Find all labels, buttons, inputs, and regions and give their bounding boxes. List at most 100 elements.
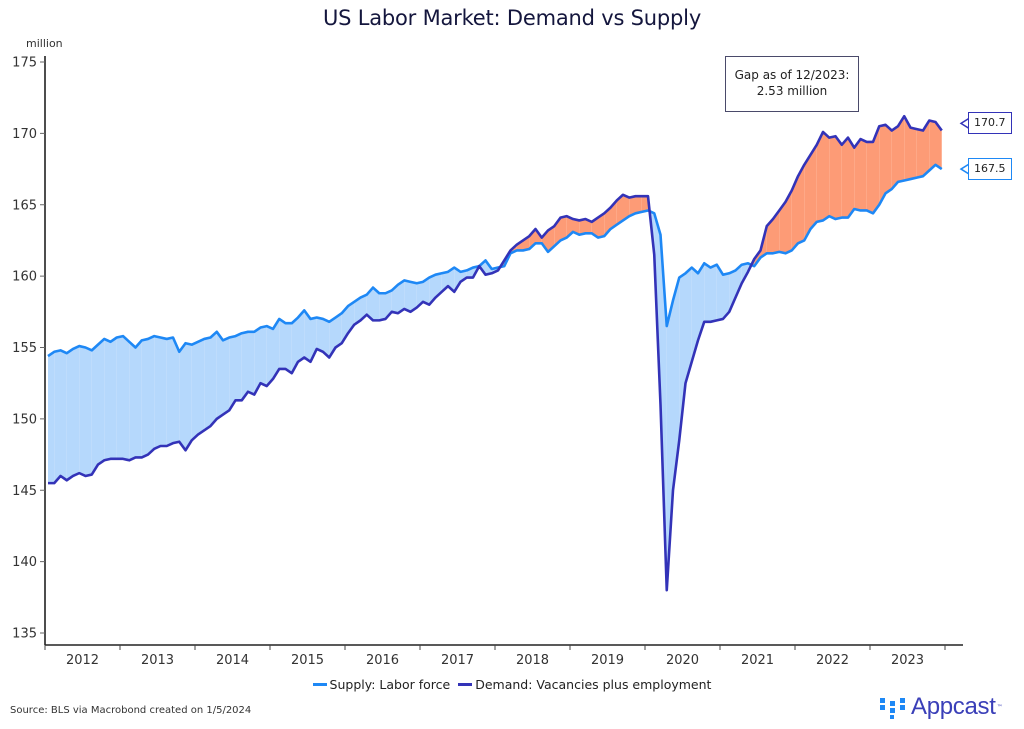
gap-fill-segment [766, 219, 773, 254]
gap-fill-segment [254, 327, 261, 395]
series-lines [47, 114, 943, 592]
gap-fill-segment [198, 338, 205, 435]
gap-fill-segment [916, 129, 923, 178]
gap-fill-segment [623, 194, 630, 221]
gap-fill-segment [898, 116, 905, 182]
gap-fill-segment [98, 338, 105, 465]
demand-end-value: 170.7 [974, 116, 1006, 130]
gap-fill-segment [148, 336, 155, 455]
gap-fill-segment [354, 297, 361, 325]
gap-fill-segment [598, 213, 605, 238]
gap-fill-segment [210, 331, 217, 427]
legend-item-supply: Supply: Labor force [312, 677, 451, 692]
gap-fill-segment [635, 196, 642, 214]
gap-fill-segment [329, 317, 336, 358]
x-tick-label: 2019 [591, 653, 624, 668]
gap-fill-segment [404, 280, 411, 312]
supply-end-value: 167.5 [974, 162, 1006, 176]
legend-swatch-demand [458, 683, 473, 686]
gap-fill-segment [229, 336, 236, 411]
gap-fill-segment [110, 337, 117, 459]
gap-fill-segment [154, 336, 161, 449]
appcast-logo-trademark: ™ [996, 703, 1003, 711]
gap-fill-segment [266, 326, 273, 387]
gap-fill-segment [104, 338, 111, 461]
gap-fill-segment [616, 194, 623, 225]
legend-label-demand: Demand: Vacancies plus employment [475, 677, 712, 692]
gap-fill-areas [48, 116, 942, 591]
y-tick-label: 170 [12, 127, 37, 142]
gap-fill-segment [448, 267, 455, 292]
gap-fill-segment [298, 310, 305, 362]
supply-line [47, 163, 943, 358]
gap-fill-segment [579, 219, 586, 235]
gap-fill-segment [904, 116, 911, 181]
gap-annotation-box: Gap as of 12/2023: 2.53 million [725, 56, 859, 112]
gap-fill-segment [798, 164, 805, 244]
gap-fill-segment [241, 331, 248, 401]
x-tick-label: 2023 [891, 653, 924, 668]
gap-fill-segment [866, 141, 873, 214]
x-tick-label: 2015 [291, 653, 324, 668]
gap-fill-segment [423, 277, 430, 305]
gap-fill-segment [398, 280, 405, 314]
gap-fill-segment [573, 219, 580, 235]
appcast-logo-icon [880, 698, 905, 719]
gap-fill-segment [729, 270, 736, 312]
y-tick-label: 155 [12, 341, 37, 356]
gap-fill-segment [910, 127, 917, 180]
gap-fill-segment [279, 318, 286, 369]
gap-fill-segment [185, 343, 192, 451]
gap-fill-segment [129, 341, 136, 461]
gap-fill-segment [410, 281, 417, 312]
gap-fill-segment [716, 264, 723, 321]
appcast-logo: Appcast ™ [880, 693, 1003, 721]
gap-fill-segment [810, 144, 817, 230]
axes: 135 140 145 150 155 160 165 170 175 2012 2013 2014 2… [12, 56, 970, 668]
gap-fill-segment [804, 154, 811, 241]
gap-fill-segment [710, 264, 717, 322]
gap-annotation-line-1: Gap as of 12/2023: [734, 68, 850, 82]
gap-fill-segment [679, 273, 686, 441]
gap-fill-segment [541, 230, 548, 252]
gap-fill-segment [660, 234, 667, 591]
gap-fill-segment [160, 337, 167, 446]
gap-fill-segment [823, 131, 830, 221]
gap-fill-segment [816, 131, 823, 222]
x-tick-label: 2021 [741, 653, 774, 668]
gap-fill-segment [316, 317, 323, 352]
chart-legend: Supply: Labor force Demand: Vacancies pl… [0, 674, 1024, 692]
gap-fill-segment [929, 120, 936, 171]
x-tick-label: 2013 [141, 653, 174, 668]
gap-fill-segment [704, 263, 711, 322]
gap-fill-segment [835, 136, 842, 220]
x-tick-label: 2020 [666, 653, 699, 668]
gap-fill-segment [173, 337, 180, 444]
gap-fill-segment [141, 338, 148, 458]
y-tick-label: 150 [12, 412, 37, 427]
demand-line [48, 114, 943, 592]
gap-fill-segment [848, 137, 855, 218]
gap-fill-segment [779, 201, 786, 254]
x-tick-label: 2017 [441, 653, 474, 668]
gap-fill-segment [935, 121, 942, 170]
chart-title: US Labor Market: Demand vs Supply [322, 6, 702, 30]
x-tick-label: 2022 [816, 653, 849, 668]
source-note: Source: BLS via Macrobond created on 1/5… [10, 705, 252, 716]
legend-label-supply: Supply: Labor force [329, 677, 451, 692]
gap-fill-segment [791, 176, 798, 251]
gap-fill-segment [698, 263, 705, 341]
gap-fill-segment [841, 137, 848, 218]
gap-fill-segment [391, 284, 398, 314]
gap-fill-segment [135, 340, 142, 458]
appcast-logo-text: Appcast [911, 693, 996, 720]
demand-end-value-label: 170.7 [968, 112, 1012, 135]
gap-fill-segment [548, 226, 555, 252]
gap-fill-segment [123, 336, 130, 461]
gap-fill-segment [879, 124, 886, 205]
y-tick-label: 140 [12, 555, 37, 570]
gap-fill-segment [860, 139, 867, 211]
gap-fill-segment [785, 190, 792, 254]
gap-fill-segment [379, 293, 386, 321]
